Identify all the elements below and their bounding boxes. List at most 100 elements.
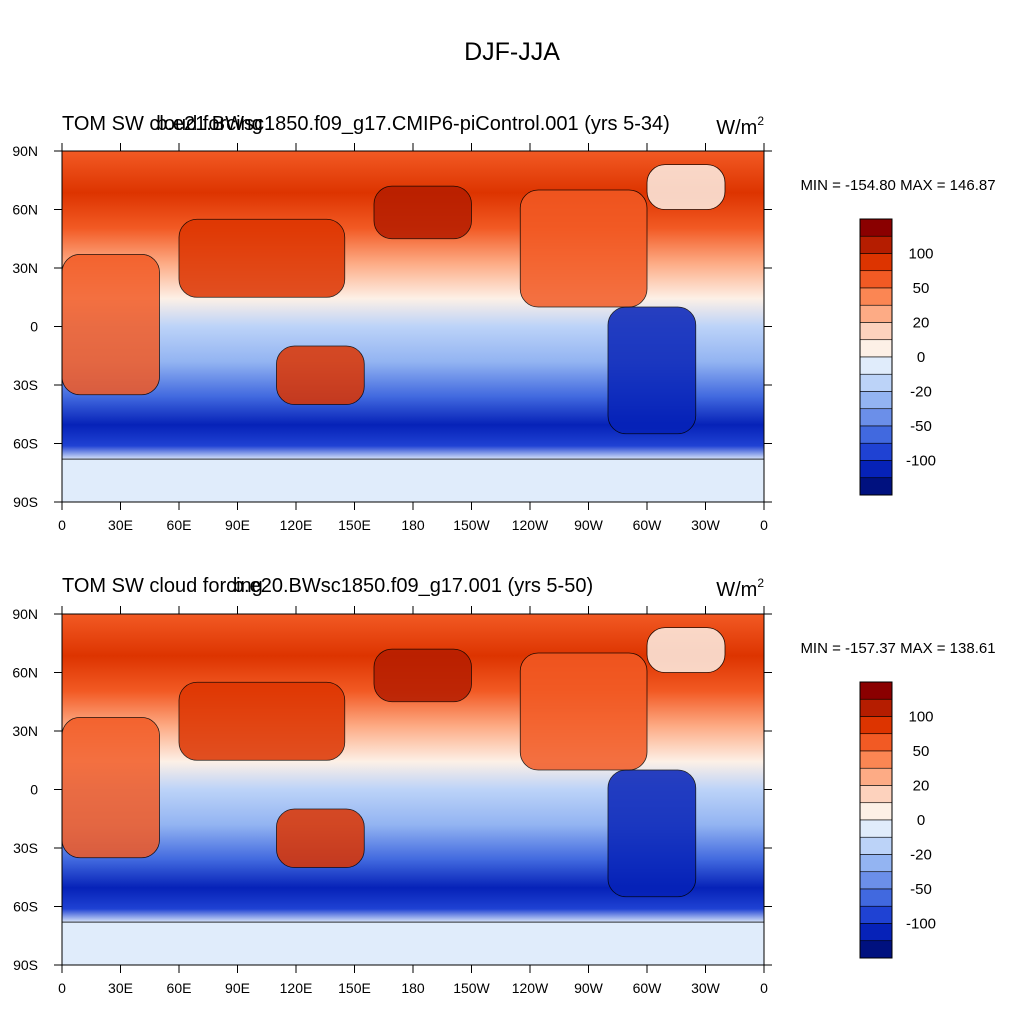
colorbar-label: -20 xyxy=(910,384,932,401)
y-tick-label: 90S xyxy=(13,957,38,973)
australia-region xyxy=(276,808,365,868)
y-tick-label: 60N xyxy=(12,202,38,218)
units-superscript: 2 xyxy=(757,114,764,128)
colorbar-swatch xyxy=(859,391,893,410)
colorbar-swatch xyxy=(859,339,893,358)
africa-region xyxy=(61,253,160,396)
map-panel-2: 0 30E 60E 90E 120E 150E 180 150W 120W 90W 60W 30W 0 9… xyxy=(12,575,995,996)
figure-title: DJF-JJA xyxy=(464,38,560,66)
x-tick-label: 150W xyxy=(453,517,490,533)
x-tick-label: 90W xyxy=(574,980,604,996)
colorbar-swatch xyxy=(859,253,893,272)
north-america-region xyxy=(519,652,648,771)
colorbar-swatch xyxy=(859,218,893,237)
colorbar-label: 50 xyxy=(913,280,930,297)
colorbar-swatch xyxy=(859,287,893,306)
panel-units: W/m2 xyxy=(716,576,764,601)
x-tick-label: 90E xyxy=(225,980,250,996)
colorbar-swatch xyxy=(859,442,893,461)
north-pacific-region xyxy=(373,648,472,703)
x-tick-label: 90E xyxy=(225,517,250,533)
y-tick-label: 30N xyxy=(12,260,38,276)
north-america-region xyxy=(519,189,648,308)
colorbar-swatch xyxy=(859,235,893,254)
x-tick-label: 0 xyxy=(760,980,768,996)
y-tick-label: 0 xyxy=(30,782,38,798)
panel-title-left: TOM SW cloud forcing xyxy=(62,575,263,597)
y-tick-label: 90N xyxy=(12,606,38,622)
x-tick-label: 150E xyxy=(338,517,371,533)
colorbar-label: 20 xyxy=(913,315,930,332)
colorbar-swatch xyxy=(859,304,893,323)
greenland-region xyxy=(646,164,726,210)
colorbar-swatch xyxy=(859,477,893,496)
x-tick-label: 60W xyxy=(633,980,663,996)
colorbar-swatch xyxy=(859,905,893,924)
y-tick-label: 60S xyxy=(13,899,38,915)
y-tick-label: 60N xyxy=(12,665,38,681)
y-tick-label: 90N xyxy=(12,143,38,159)
x-tick-label: 150W xyxy=(453,980,490,996)
colorbar-swatch xyxy=(859,940,893,959)
colorbar-swatch xyxy=(859,322,893,341)
colorbar-label: 50 xyxy=(913,743,930,760)
panel-title-center: b.e21.BWsc1850.f09_g17.CMIP6-piControl.0… xyxy=(156,113,670,135)
colorbar-swatch xyxy=(859,733,893,752)
x-tick-label: 0 xyxy=(760,517,768,533)
colorbar-swatch xyxy=(859,408,893,427)
x-tick-label: 180 xyxy=(401,980,425,996)
colorbar-label: -100 xyxy=(906,453,936,470)
x-tick-label: 120E xyxy=(280,980,313,996)
x-tick-label: 120E xyxy=(280,517,313,533)
colorbar-swatch xyxy=(859,923,893,942)
x-tick-label: 0 xyxy=(58,517,66,533)
greenland-region xyxy=(646,627,726,673)
africa-region xyxy=(61,716,160,859)
y-tick-label: 30N xyxy=(12,723,38,739)
x-tick-label: 120W xyxy=(512,980,549,996)
colorbar-swatch xyxy=(859,802,893,821)
south-america-region xyxy=(607,306,697,435)
colorbar-swatch xyxy=(859,373,893,392)
y-tick-label: 30S xyxy=(13,377,38,393)
y-tick-label: 0 xyxy=(30,319,38,335)
colorbar-swatch xyxy=(859,270,893,289)
colorbar-label: 20 xyxy=(913,778,930,795)
panel-units: W/m2 xyxy=(716,114,764,139)
colorbar-label: -50 xyxy=(910,881,932,898)
colorbar-swatch xyxy=(859,888,893,907)
colorbar-label: 100 xyxy=(908,709,933,726)
colorbar-swatch xyxy=(859,854,893,873)
colorbar-label: -20 xyxy=(910,847,932,864)
y-tick-label: 30S xyxy=(13,840,38,856)
map-panel-1: 0 30E 60E 90E 120E 150E 180 150W 120W 90W 60W 30W 0 9… xyxy=(12,113,995,533)
x-tick-label: 120W xyxy=(512,517,549,533)
colorbar-label: 100 xyxy=(908,246,933,263)
x-tick-label: 90W xyxy=(574,517,604,533)
x-tick-label: 180 xyxy=(401,517,425,533)
y-tick-label: 60S xyxy=(13,436,38,452)
x-tick-label: 60E xyxy=(167,517,192,533)
colorbar-label: 0 xyxy=(917,812,925,829)
x-tick-label: 30E xyxy=(108,517,133,533)
colorbar-label: 0 xyxy=(917,349,925,366)
colorbar-swatch xyxy=(859,785,893,804)
colorbar-swatch xyxy=(859,836,893,855)
asia-region xyxy=(178,681,346,761)
australia-region xyxy=(276,345,365,405)
colorbar-swatch xyxy=(859,356,893,375)
x-tick-label: 0 xyxy=(58,980,66,996)
colorbar-swatch xyxy=(859,819,893,838)
colorbar-swatch xyxy=(859,716,893,735)
y-tick-label: 90S xyxy=(13,494,38,510)
colorbar-swatch xyxy=(859,767,893,786)
panel-title-left: TOM SW cloud forcing xyxy=(62,113,263,135)
antarctica-region xyxy=(61,458,765,503)
units-superscript: 2 xyxy=(757,576,764,590)
colorbar-frame xyxy=(859,681,893,959)
x-tick-label: 60E xyxy=(167,980,192,996)
x-tick-label: 60W xyxy=(633,517,663,533)
colorbar-swatch xyxy=(859,750,893,769)
colorbar-swatch xyxy=(859,425,893,444)
